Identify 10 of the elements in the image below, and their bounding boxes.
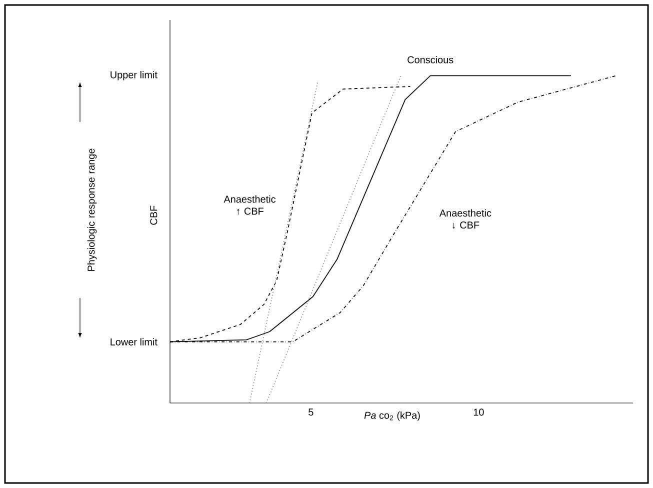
x-tick-label: 5 <box>308 408 314 416</box>
text: Lower limit <box>110 338 158 346</box>
y-axis-title: CBF <box>150 206 158 225</box>
x-tick-label: 10 <box>474 408 484 416</box>
text: Anaesthetic ↓ CBF <box>439 209 492 229</box>
x-axis-title: Pa co$_{2}$ (kPa) <box>364 412 420 421</box>
text: Physiologic response range <box>87 148 97 271</box>
series-label: Conscious <box>408 56 454 64</box>
series-label: Anaesthetic ↑ CBF <box>224 195 276 215</box>
text: Upper limit <box>110 71 158 80</box>
